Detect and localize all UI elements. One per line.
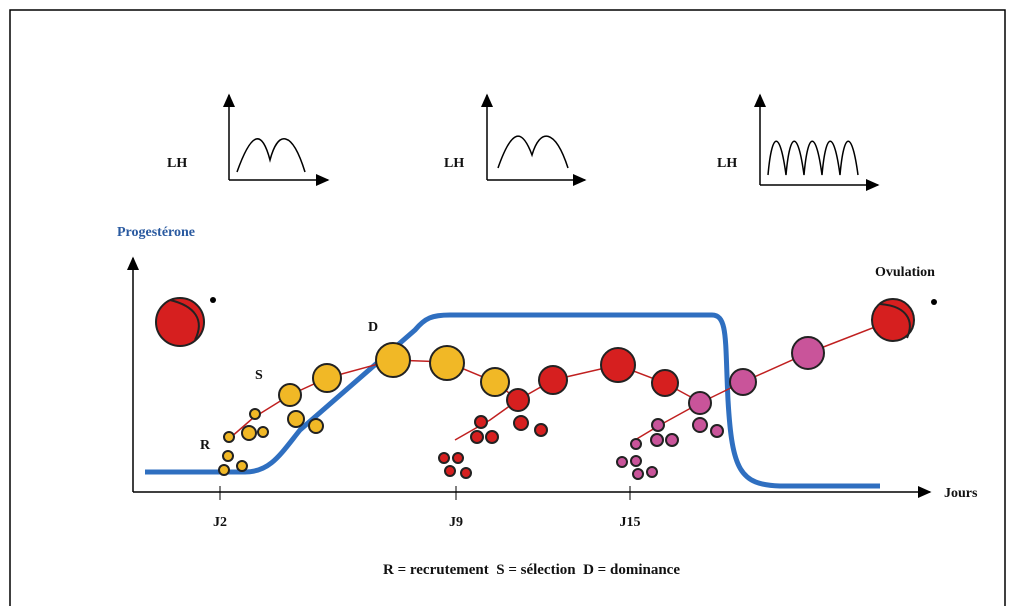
annotation: R <box>200 438 211 453</box>
x-axis-label: Jours <box>944 486 978 501</box>
lh-panel: LH <box>167 93 330 186</box>
tick-label: J2 <box>213 515 227 530</box>
annotation: Ovulation <box>875 265 935 280</box>
tick-label: J9 <box>449 515 463 530</box>
annotation: D <box>368 320 378 335</box>
tick-label: J15 <box>620 515 641 530</box>
lh-label: LH <box>717 156 737 171</box>
follicles <box>218 336 825 480</box>
lh-label: LH <box>167 156 187 171</box>
progesterone-curve <box>145 312 880 489</box>
lh-panel: LH <box>444 93 587 186</box>
ticks: J2 J9 J15 <box>213 486 641 530</box>
lh-label: LH <box>444 156 464 171</box>
ovulating-follicle <box>155 297 937 347</box>
lh-panel: LH <box>717 93 880 191</box>
frame <box>9 9 1006 606</box>
annotation: S <box>255 368 263 383</box>
y-axis-label: Progestérone <box>117 225 195 240</box>
legend: R = recrutement S = sélection D = domina… <box>383 562 680 578</box>
